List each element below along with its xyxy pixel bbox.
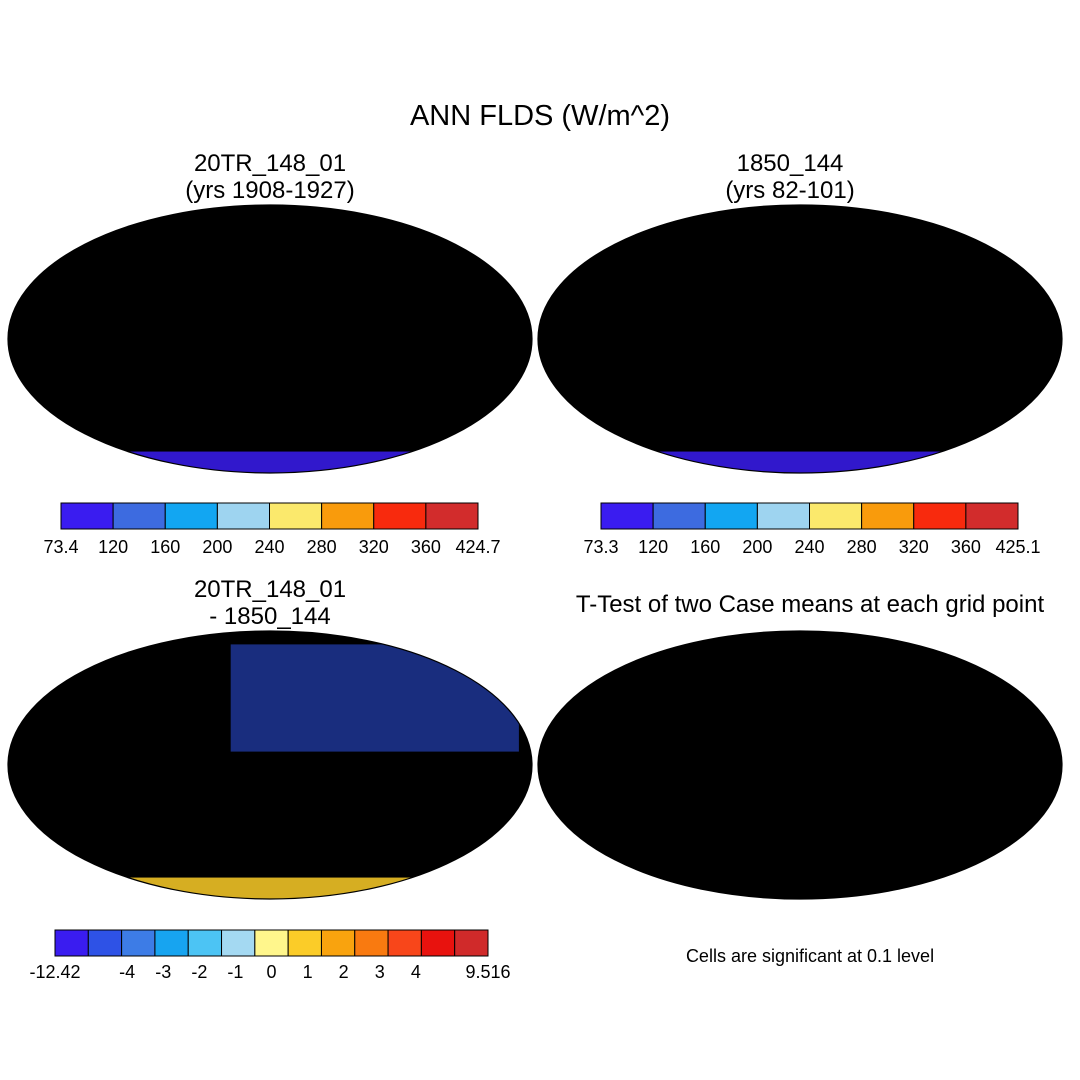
colorbar-swatch — [420, 929, 456, 957]
significance-note: Cells are significant at 0.1 level — [685, 946, 935, 966]
colorbar-swatch — [269, 502, 323, 530]
colorbar-swatch — [354, 929, 389, 957]
colorbar-tick-label: 9.516 — [465, 962, 511, 982]
colorbar-swatch — [187, 929, 223, 957]
antarctica-case2 — [538, 451, 1062, 473]
colorbar-swatch — [704, 502, 758, 530]
colorbar-tick-label: 280 — [846, 537, 877, 557]
colorbar-tick-label: 73.4 — [43, 537, 79, 557]
high-latitude-band-case2 — [538, 205, 1062, 248]
colorbar-tick-label: -1 — [227, 962, 244, 982]
colorbar-swatch — [861, 502, 915, 530]
colorbar-swatch — [254, 929, 289, 957]
colorbar-tick-label: 120 — [638, 537, 669, 557]
panel-title-diff-line2: - 1850_144 — [209, 603, 331, 630]
colorbar-swatch — [112, 502, 166, 530]
colorbar-swatch — [87, 929, 123, 957]
map-outline-case1 — [7, 204, 533, 474]
map-diff — [8, 631, 532, 899]
panel-title-case2: 1850_144 (yrs 82-101) — [600, 150, 980, 204]
colorbar-swatch — [425, 502, 479, 530]
panel-title-diff: 20TR_148_01 - 1850_144 — [80, 576, 460, 630]
colorbar-case2 — [600, 502, 1019, 530]
colorbar-tick-label: 120 — [98, 537, 129, 557]
figure-title: ANN FLDS (W/m^2) — [409, 100, 671, 132]
colorbar-tick-label: 424.7 — [455, 537, 501, 557]
colorbar-swatch — [321, 502, 375, 530]
colorbar-tick-label: 360 — [950, 537, 981, 557]
colorbar-swatch — [60, 502, 114, 530]
continents-case1 — [60, 216, 495, 472]
colorbar-swatch — [164, 502, 218, 530]
colorbar-case1 — [60, 502, 479, 530]
negative-anomaly-region-diff — [230, 644, 519, 752]
colorbar-tick-label: 160 — [690, 537, 721, 557]
colorbar-swatch — [600, 502, 654, 530]
colorbar-tick-label: 0 — [266, 962, 277, 982]
map-case2 — [538, 205, 1062, 473]
colorbar-tick-label: -3 — [155, 962, 172, 982]
map-outline-diff — [7, 630, 533, 900]
panel-title-case1-line2: (yrs 1908-1927) — [185, 177, 355, 204]
map-ttest — [538, 631, 1062, 899]
panel-title-case2-line2: (yrs 82-101) — [725, 177, 855, 204]
colorbar-tick-label: 1 — [302, 962, 313, 982]
colorbar-swatch — [373, 502, 427, 530]
colorbar-tick-label: 280 — [306, 537, 337, 557]
colorbar-diff — [54, 929, 489, 957]
map-outline-ttest — [537, 630, 1063, 900]
map-outline-case2 — [537, 204, 1063, 474]
colorbar-tick-label: 200 — [202, 537, 233, 557]
colorbar-tick-label: 240 — [794, 537, 825, 557]
colorbar-swatch — [387, 929, 422, 957]
colorbar-tick-label: -4 — [119, 962, 136, 982]
colorbar-swatch — [216, 502, 270, 530]
continents-ttest — [590, 642, 1025, 898]
colorbar-swatch — [756, 502, 810, 530]
panel-title-case2-line1: 1850_144 — [736, 150, 844, 177]
colorbar-tick-label: 200 — [742, 537, 773, 557]
colorbar-swatch — [154, 929, 189, 957]
colorbar-tick-label: 240 — [254, 537, 285, 557]
panel-title-case1: 20TR_148_01 (yrs 1908-1927) — [80, 150, 460, 204]
high-latitude-band-case1 — [8, 205, 532, 248]
colorbar-swatch — [287, 929, 322, 957]
colorbar-swatch — [121, 929, 156, 957]
panel-title-case1-line1: 20TR_148_01 — [193, 150, 347, 177]
colorbar-tick-label: 4 — [410, 962, 421, 982]
colorbar-tick-label: 320 — [898, 537, 929, 557]
colorbar-tick-label: 360 — [410, 537, 441, 557]
colorbar-swatch — [454, 929, 489, 957]
colorbar-tick-label: -2 — [191, 962, 208, 982]
colorbar-tick-label: -12.42 — [29, 962, 81, 982]
colorbar-swatch — [913, 502, 967, 530]
colorbar-swatch — [652, 502, 706, 530]
panel-title-ttest: T-Test of two Case means at each grid po… — [575, 591, 1045, 618]
antarctica-diff — [8, 877, 532, 899]
colorbar-swatch — [54, 929, 89, 957]
colorbar-tick-label: 320 — [358, 537, 389, 557]
colorbar-tick-label: 3 — [374, 962, 385, 982]
colorbar-tick-label: 73.3 — [583, 537, 619, 557]
panel-title-diff-line1: 20TR_148_01 — [193, 576, 347, 603]
colorbar-tick-label: 425.1 — [995, 537, 1041, 557]
antarctica-case1 — [8, 451, 532, 473]
continents-case2 — [590, 216, 1025, 472]
colorbar-tick-label: 160 — [150, 537, 181, 557]
colorbar-swatch — [965, 502, 1019, 530]
colorbar-swatch — [809, 502, 863, 530]
colorbar-swatch — [221, 929, 256, 957]
colorbar-swatch — [320, 929, 356, 957]
map-case1 — [8, 205, 532, 473]
colorbar-tick-label: 2 — [338, 962, 349, 982]
